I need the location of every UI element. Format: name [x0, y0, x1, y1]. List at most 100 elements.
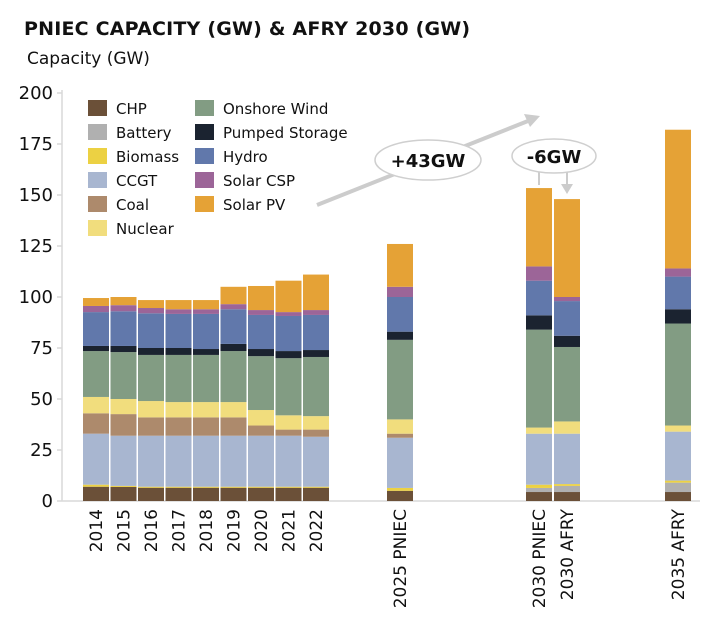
- annotation-label: -6GW: [527, 147, 582, 168]
- bar-segment-hydro: [275, 315, 302, 352]
- bar-stack: [138, 300, 164, 501]
- bar-segment-biomass: [83, 484, 109, 487]
- bar-segment-ccgt: [193, 435, 219, 487]
- bar-segment-ccgt: [665, 431, 691, 481]
- bar-segment-coal: [275, 429, 302, 436]
- bar-segment-coal: [303, 429, 329, 437]
- bar-stack: [83, 298, 109, 501]
- legend-label: Hydro: [223, 148, 268, 166]
- annotation-decrease: -6GW: [511, 138, 597, 194]
- bar-segment-chp: [526, 492, 552, 501]
- arrow-head-icon: [524, 114, 540, 127]
- bar-segment-pumped-storage: [526, 315, 552, 330]
- bar-segment-solar-csp: [138, 308, 164, 314]
- bar-segment-nuclear: [193, 402, 219, 418]
- legend-label: Solar CSP: [223, 172, 295, 190]
- bar-stack: [554, 199, 580, 501]
- bar-segment-biomass: [110, 485, 137, 487]
- bar-segment-ccgt: [275, 435, 302, 487]
- x-tick-labels: 2014 2015 2016 2017 2018 2019 2020 2021 2022 2025…: [87, 508, 689, 608]
- bar-segment-hydro: [138, 313, 164, 348]
- legend-item: Solar PV: [195, 196, 286, 214]
- x-tick-label: 2018: [197, 509, 217, 552]
- bar-segment-solar-pv: [220, 286, 247, 305]
- bar-segment-nuclear: [165, 402, 192, 418]
- bar-segment-pumped-storage: [193, 349, 219, 355]
- bar-segment-biomass: [526, 484, 552, 488]
- bar-segment-chp: [387, 490, 413, 501]
- legend-item: Coal: [88, 196, 149, 214]
- bar-segment-onshore-wind: [220, 351, 247, 403]
- bar-segment-chp: [220, 487, 247, 501]
- bar-segment-hydro: [303, 314, 329, 351]
- bar-segment-solar-csp: [83, 305, 109, 313]
- bar-segment-solar-pv: [110, 297, 137, 306]
- bar-segment-onshore-wind: [138, 354, 164, 402]
- bar-segment-chp: [248, 487, 274, 501]
- legend-swatch: [88, 148, 107, 164]
- bar-segment-chp: [83, 486, 109, 501]
- bar-segment-onshore-wind: [554, 346, 580, 422]
- bar-segment-onshore-wind: [165, 354, 192, 403]
- bar-segment-hydro: [110, 311, 137, 346]
- arrow-down-icon: [561, 184, 573, 194]
- bar-segment-ccgt: [83, 433, 109, 485]
- bar-segment-pumped-storage: [303, 350, 329, 357]
- bar-segment-solar-pv: [526, 188, 552, 267]
- y-tick-label: 200: [19, 83, 53, 104]
- bar-segment-pumped-storage: [554, 335, 580, 347]
- y-tick-label: 0: [42, 491, 53, 512]
- legend-item: Battery: [88, 124, 172, 142]
- legend-swatch: [195, 100, 214, 116]
- bar-segment-solar-csp: [220, 304, 247, 310]
- y-tick-label: 25: [30, 440, 53, 461]
- legend-item: Pumped Storage: [195, 124, 348, 142]
- x-tick-label: 2020: [252, 509, 272, 552]
- legend-label: Pumped Storage: [223, 124, 348, 142]
- bar-segment-solar-csp: [110, 305, 137, 312]
- legend-swatch: [88, 196, 107, 212]
- y-tick-label: 175: [19, 134, 53, 155]
- bar-segment-pumped-storage: [248, 349, 274, 357]
- bar-segment-ccgt: [554, 433, 580, 485]
- bar-segment-biomass: [220, 486, 247, 488]
- annotation-increase: +43GW: [316, 114, 540, 207]
- bar-segment-chp: [303, 487, 329, 501]
- y-axis-label: Capacity (GW): [27, 49, 150, 69]
- bar-segment-pumped-storage: [220, 343, 247, 352]
- bar-segment-battery: [554, 485, 580, 493]
- bar-segment-hydro: [665, 276, 691, 310]
- bar-segment-onshore-wind: [248, 356, 274, 411]
- legend-item: Hydro: [195, 148, 268, 166]
- bar-segment-nuclear: [248, 410, 274, 426]
- bar-segment-onshore-wind: [110, 352, 137, 399]
- y-tick-label: 50: [30, 389, 53, 410]
- bar-segment-coal: [387, 433, 413, 438]
- legend-item: Solar CSP: [195, 172, 295, 190]
- y-tick-label: 150: [19, 185, 53, 206]
- x-tick-label: 2016: [142, 509, 162, 552]
- bar-segment-battery: [526, 487, 552, 493]
- bar-segment-onshore-wind: [193, 354, 219, 403]
- legend-label: CHP: [116, 100, 147, 118]
- bar-segment-onshore-wind: [526, 329, 552, 428]
- bar-segment-nuclear: [220, 402, 247, 418]
- bar-segment-solar-pv: [554, 199, 580, 297]
- bar-segment-solar-csp: [526, 266, 552, 281]
- bar-stack: [165, 300, 192, 501]
- bar-segment-ccgt: [110, 435, 137, 486]
- bar-segment-solar-pv: [303, 274, 329, 311]
- bar-segment-chp: [275, 487, 302, 501]
- bar-segment-hydro: [165, 313, 192, 348]
- legend-label: Onshore Wind: [223, 100, 328, 118]
- bar-segment-onshore-wind: [303, 356, 329, 417]
- bar-segment-solar-csp: [303, 310, 329, 315]
- bar-segment-biomass: [665, 480, 691, 483]
- legend-label: Biomass: [116, 148, 179, 166]
- annotations: +43GW -6GW: [316, 114, 597, 207]
- bar-segment-chp: [138, 487, 164, 501]
- bar-segment-solar-csp: [165, 309, 192, 314]
- bar-segment-nuclear: [110, 399, 137, 415]
- bar-segment-hydro: [220, 309, 247, 344]
